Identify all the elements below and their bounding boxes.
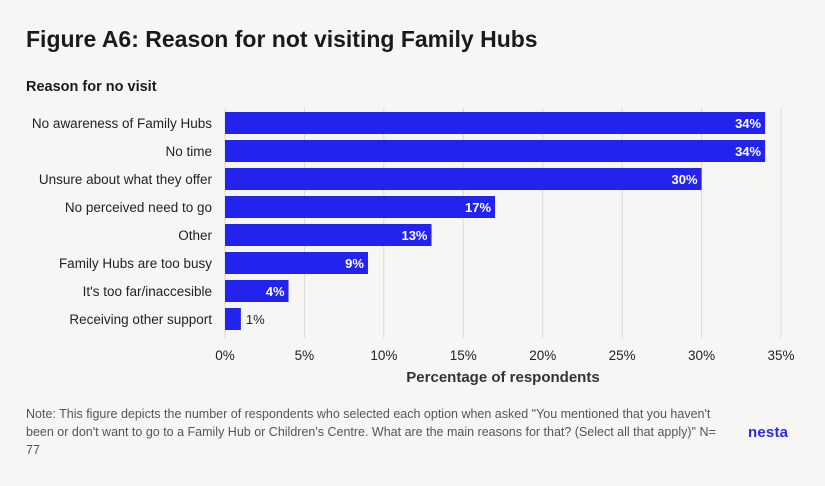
bar [225, 308, 241, 330]
figure-note: Note: This figure depicts the number of … [26, 407, 716, 457]
data-label: 4% [266, 284, 285, 299]
category-label: It's too far/inaccesible [83, 284, 212, 299]
x-tick-label: 25% [609, 348, 636, 363]
bar [225, 168, 702, 190]
data-label: 9% [345, 256, 364, 271]
bar [225, 196, 496, 218]
category-label: No time [165, 144, 212, 159]
category-label: No perceived need to go [65, 200, 212, 215]
x-tick-label: 35% [767, 348, 794, 363]
x-tick-label: 20% [529, 348, 556, 363]
bar [225, 252, 368, 274]
category-label: Unsure about what they offer [39, 172, 213, 187]
bars [225, 112, 766, 330]
data-label: 13% [401, 228, 427, 243]
bar [225, 280, 289, 302]
data-label: 34% [735, 116, 761, 131]
chart-title: Figure A6: Reason for not visiting Famil… [26, 26, 538, 52]
x-tick-label: 5% [295, 348, 315, 363]
category-label: Receiving other support [69, 312, 212, 327]
category-label: Other [178, 228, 212, 243]
x-tick-label: 10% [370, 348, 397, 363]
category-labels: No awareness of Family Hubs No time Unsure… [32, 116, 213, 327]
bar [225, 140, 766, 162]
data-label: 34% [735, 144, 761, 159]
value-labels: 34% 34% 30% 17% 13% 9% 4%1% [246, 116, 762, 327]
x-tick-labels: 0% 5% 10% 15% 20% 25% 30% 35% [215, 348, 794, 363]
category-label: Family Hubs are too busy [59, 256, 212, 271]
x-axis-label: Percentage of respondents [406, 369, 600, 386]
x-tick-label: 0% [215, 348, 235, 363]
x-tick-label: 15% [450, 348, 477, 363]
bar [225, 112, 766, 134]
y-axis-label: Reason for no visit [26, 79, 157, 95]
data-label: 1% [246, 312, 265, 327]
data-label: 17% [465, 200, 491, 215]
category-label: No awareness of Family Hubs [32, 116, 212, 131]
data-label: 30% [672, 172, 698, 187]
x-tick-label: 30% [688, 348, 715, 363]
nesta-logo: nesta [748, 424, 789, 441]
bar [225, 224, 432, 246]
